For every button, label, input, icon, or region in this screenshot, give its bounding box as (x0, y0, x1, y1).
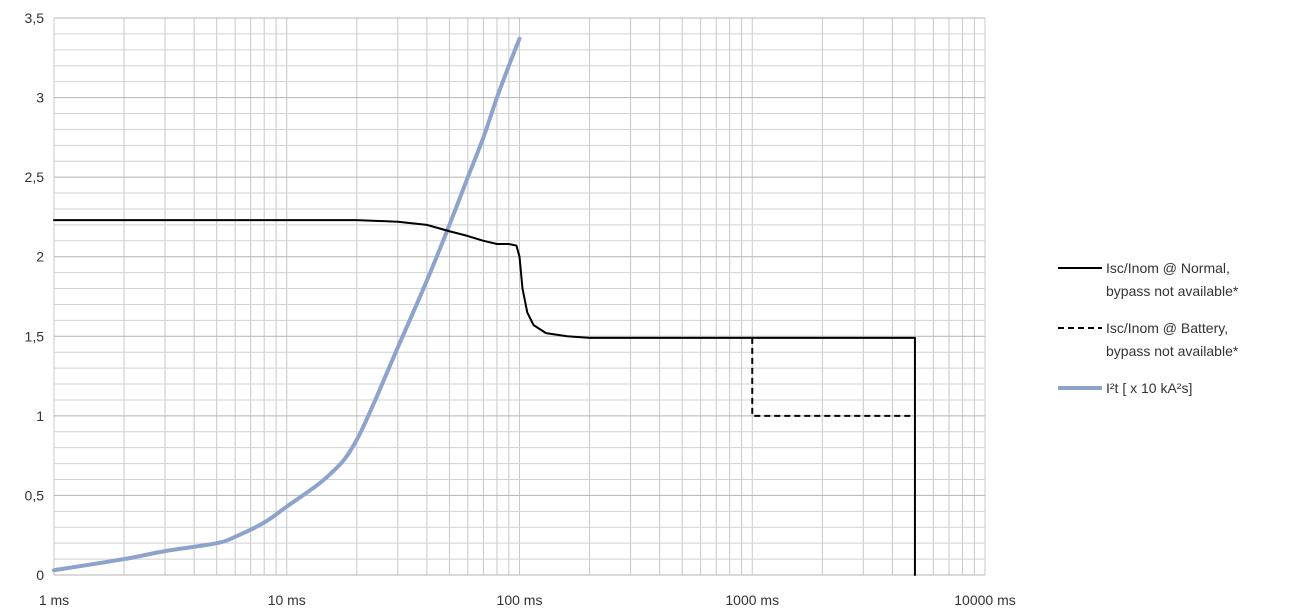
y-tick-label: 1,5 (25, 328, 45, 344)
y-tick-label: 3,5 (25, 10, 45, 26)
y-tick-label: 2,5 (25, 169, 45, 185)
y-tick-label: 1 (36, 408, 44, 424)
legend-label-2: Isc/Inom @ Battery, (1106, 320, 1228, 336)
y-tick-label: 0,5 (25, 487, 45, 503)
legend-label-3: I²t [ x 10 kA²s] (1106, 380, 1192, 396)
legend-label-2: bypass not available* (1106, 343, 1239, 359)
series-line-1 (53, 219, 916, 576)
legend-label-1: bypass not available* (1106, 283, 1239, 299)
legend-label-1: Isc/Inom @ Normal, (1106, 260, 1230, 276)
x-tick-label: 1000 ms (725, 592, 779, 608)
x-axis-tick-labels: 1 ms 10 ms 100 ms 1000 ms 10000 ms (39, 592, 1016, 608)
series-line-3 (52, 36, 522, 573)
x-tick-label: 1 ms (39, 592, 69, 608)
x-tick-label: 10 ms (268, 592, 306, 608)
chart-grid (53, 17, 986, 576)
y-tick-label: 2 (36, 249, 44, 265)
series-line-2 (751, 337, 915, 417)
legend: Isc/Inom @ Normal, bypass not available* I… (1058, 260, 1239, 396)
y-tick-label: 3 (36, 90, 44, 106)
y-tick-label: 0 (36, 567, 44, 583)
x-tick-label: 10000 ms (954, 592, 1015, 608)
y-axis-tick-labels: 0 0,5 1 1,5 2 2,5 3 3,5 (25, 10, 45, 583)
plot-area (52, 36, 916, 576)
x-tick-label: 100 ms (497, 592, 543, 608)
